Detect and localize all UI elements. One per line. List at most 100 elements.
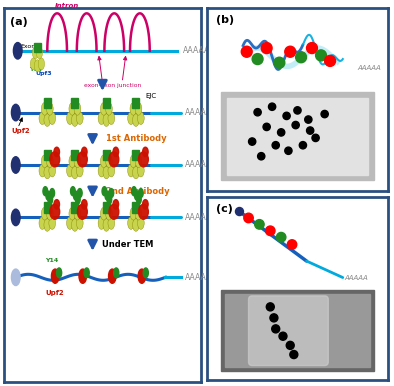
Circle shape	[277, 129, 285, 136]
Circle shape	[105, 191, 110, 200]
Circle shape	[73, 191, 78, 200]
Circle shape	[128, 112, 134, 125]
Circle shape	[103, 218, 110, 231]
Bar	[71, 202, 78, 213]
Circle shape	[38, 58, 45, 70]
Circle shape	[46, 191, 50, 200]
Circle shape	[39, 112, 46, 125]
Circle shape	[103, 166, 110, 179]
Circle shape	[106, 102, 112, 115]
Circle shape	[325, 56, 336, 66]
Circle shape	[139, 189, 143, 198]
Circle shape	[98, 217, 105, 229]
Circle shape	[11, 157, 20, 173]
Circle shape	[108, 217, 115, 229]
FancyBboxPatch shape	[249, 296, 328, 366]
Circle shape	[138, 164, 144, 177]
Circle shape	[100, 155, 107, 168]
Circle shape	[244, 213, 253, 223]
Text: (b): (b)	[216, 15, 234, 25]
Circle shape	[106, 207, 112, 220]
Circle shape	[138, 269, 145, 283]
Ellipse shape	[109, 204, 119, 219]
Text: exon-exon junction: exon-exon junction	[84, 83, 141, 88]
Ellipse shape	[82, 147, 87, 157]
Circle shape	[107, 195, 112, 204]
Circle shape	[77, 189, 82, 198]
Circle shape	[274, 57, 285, 68]
Text: AAAAA: AAAAA	[185, 108, 212, 117]
Bar	[34, 42, 41, 52]
Circle shape	[316, 50, 327, 61]
Circle shape	[285, 147, 292, 154]
Circle shape	[74, 102, 81, 115]
Circle shape	[286, 341, 294, 349]
Circle shape	[135, 191, 139, 200]
Text: Y14: Y14	[45, 258, 59, 263]
Circle shape	[30, 58, 37, 70]
Bar	[71, 98, 78, 108]
Circle shape	[283, 112, 290, 120]
Circle shape	[307, 42, 318, 54]
Text: (a): (a)	[10, 17, 28, 27]
Text: EJC: EJC	[146, 93, 157, 99]
Ellipse shape	[54, 147, 59, 157]
Circle shape	[236, 208, 243, 215]
Ellipse shape	[82, 200, 87, 209]
Circle shape	[74, 207, 81, 220]
Text: Upf2: Upf2	[45, 290, 64, 296]
Circle shape	[138, 217, 144, 229]
Circle shape	[106, 155, 112, 168]
Circle shape	[44, 218, 51, 231]
Circle shape	[71, 218, 78, 231]
Circle shape	[46, 207, 53, 220]
Bar	[44, 202, 51, 213]
Circle shape	[79, 269, 87, 283]
Text: AAAAA: AAAAA	[185, 161, 212, 169]
Circle shape	[299, 142, 307, 149]
Bar	[44, 150, 51, 161]
Circle shape	[46, 102, 53, 115]
Circle shape	[272, 142, 279, 149]
Circle shape	[261, 42, 272, 54]
Text: Upf3: Upf3	[35, 71, 52, 76]
Circle shape	[41, 207, 48, 220]
Circle shape	[76, 112, 83, 125]
Circle shape	[132, 218, 139, 231]
Circle shape	[71, 166, 78, 179]
Circle shape	[249, 138, 256, 145]
Circle shape	[69, 155, 76, 168]
Circle shape	[69, 102, 76, 115]
Bar	[132, 202, 139, 213]
Circle shape	[277, 232, 286, 242]
Ellipse shape	[139, 152, 149, 167]
Text: Intron: Intron	[55, 3, 79, 9]
Circle shape	[296, 52, 307, 63]
Bar	[103, 150, 110, 161]
Text: AAAAA: AAAAA	[185, 273, 212, 282]
Text: AAAAA: AAAAA	[345, 276, 368, 281]
Bar	[227, 98, 368, 174]
Circle shape	[263, 123, 270, 130]
Circle shape	[67, 217, 73, 229]
Circle shape	[254, 108, 261, 116]
Text: Upf2: Upf2	[12, 128, 30, 134]
Circle shape	[67, 112, 73, 125]
Ellipse shape	[139, 204, 149, 219]
Circle shape	[100, 207, 107, 220]
Bar	[103, 98, 110, 108]
Circle shape	[268, 103, 276, 110]
Circle shape	[100, 102, 107, 115]
Circle shape	[272, 325, 280, 333]
Circle shape	[130, 102, 137, 115]
Ellipse shape	[50, 204, 60, 219]
Circle shape	[13, 42, 22, 59]
Circle shape	[137, 195, 141, 204]
Text: Y14: Y14	[29, 68, 42, 72]
Circle shape	[51, 269, 59, 283]
Circle shape	[132, 187, 136, 196]
Circle shape	[252, 54, 263, 64]
Circle shape	[50, 189, 54, 198]
Circle shape	[266, 303, 274, 311]
Bar	[132, 150, 139, 161]
